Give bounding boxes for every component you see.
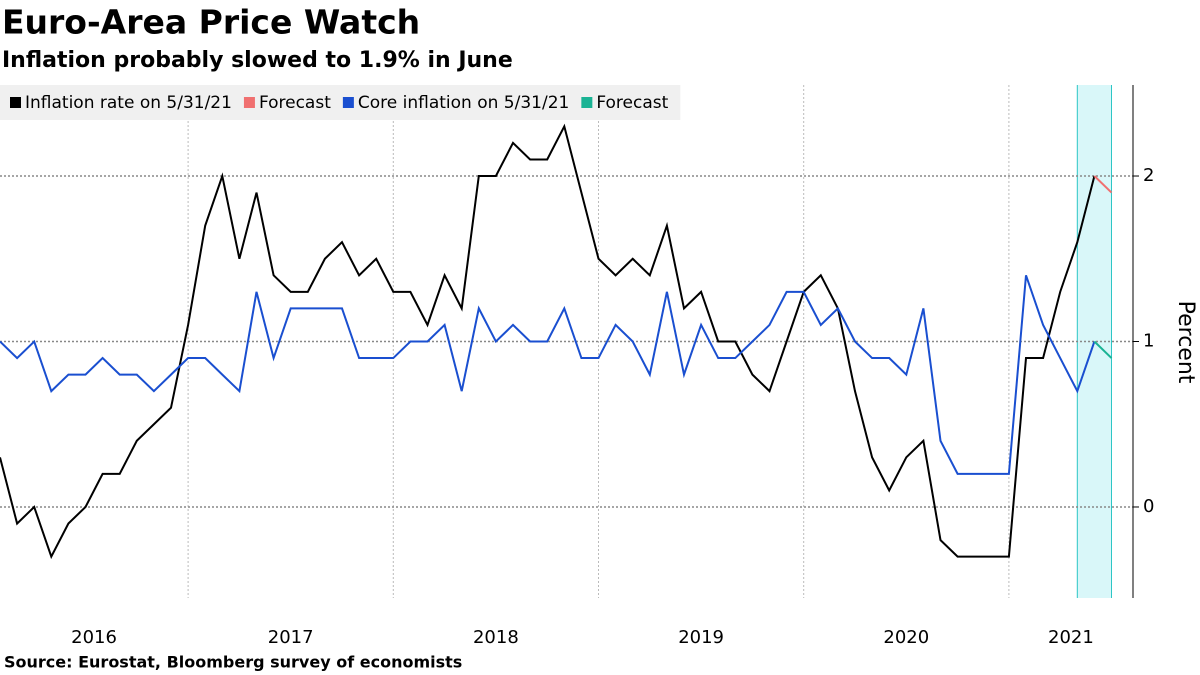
x-tick-label: 2021 — [1048, 627, 1094, 648]
legend-label: Inflation rate on 5/31/21 — [25, 93, 232, 113]
x-tick-label: 2018 — [473, 627, 519, 648]
y-tick-label: 2 — [1143, 165, 1154, 186]
series-line — [0, 123, 1096, 560]
chart-title: Euro-Area Price Watch — [2, 3, 420, 42]
legend: Inflation rate on 5/31/21 Forecast Core in… — [0, 85, 681, 120]
legend-swatch — [10, 97, 21, 108]
legend-swatch — [581, 97, 593, 108]
legend-swatch — [342, 97, 354, 108]
legend-label: Core inflation on 5/31/21 — [358, 93, 569, 113]
legend-bg — [0, 85, 681, 120]
series-line — [0, 274, 1096, 475]
x-tick-label: 2019 — [678, 627, 724, 648]
series-line — [1093, 340, 1113, 359]
chart-subtitle: Inflation probably slowed to 1.9% in Jun… — [2, 48, 513, 73]
y-axis-label: Percent — [1173, 301, 1198, 384]
y-tick-label: 1 — [1143, 331, 1154, 352]
source: Source: Eurostat, Bloomberg survey of ec… — [4, 653, 462, 672]
legend-label: Forecast — [259, 93, 331, 113]
y-tick-label: 0 — [1143, 496, 1154, 517]
x-tick-label: 2016 — [71, 627, 117, 648]
legend-label: Forecast — [596, 93, 668, 113]
x-tick-label: 2020 — [883, 627, 929, 648]
legend-swatch — [243, 97, 255, 108]
x-tick-label: 2017 — [268, 627, 314, 648]
series-line — [1093, 175, 1113, 194]
